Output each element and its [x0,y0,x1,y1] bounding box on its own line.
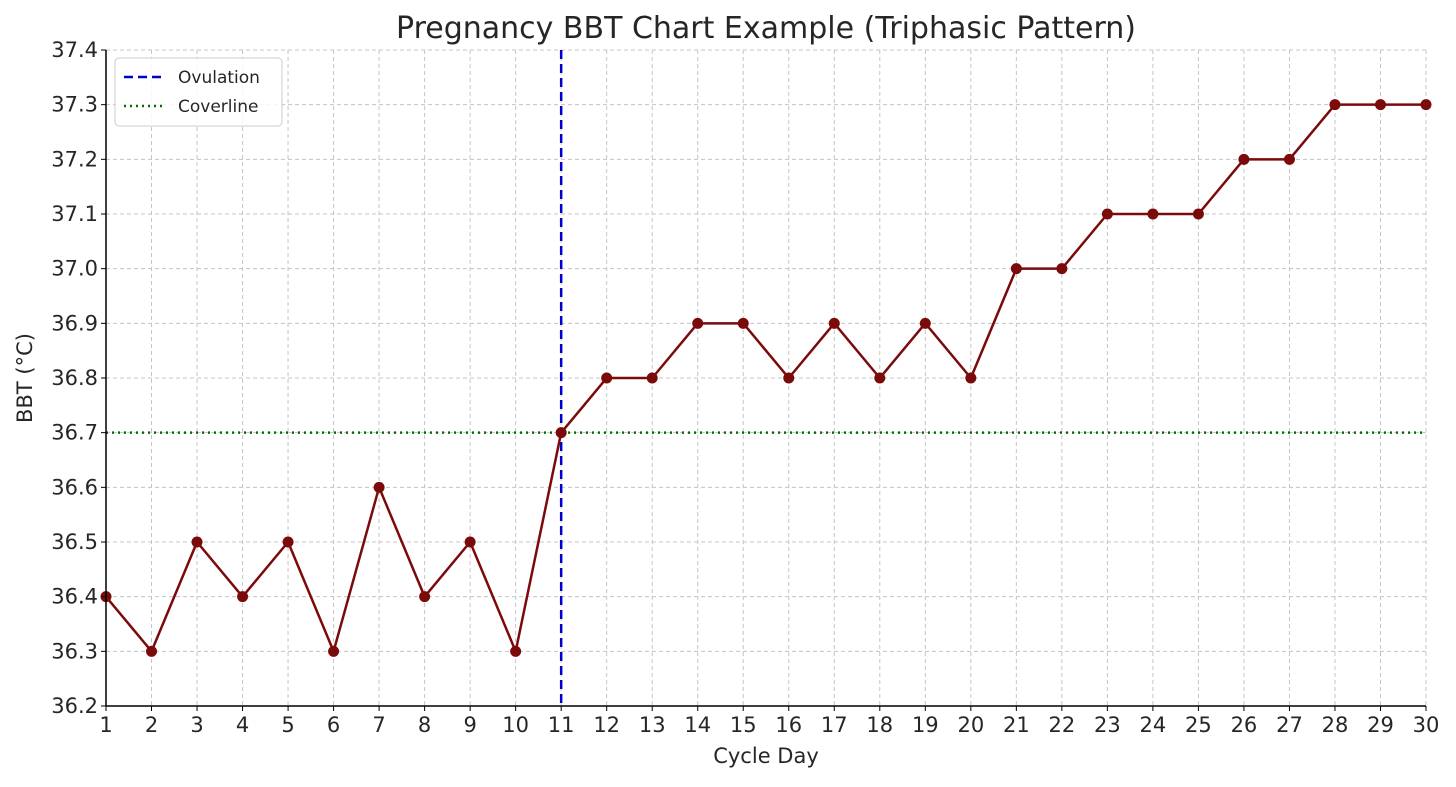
x-tick-label: 30 [1413,713,1440,737]
y-tick-label: 36.8 [51,366,98,390]
y-axis-title: BBT (°C) [13,333,37,423]
y-tick-label: 36.9 [51,311,98,335]
x-tick-label: 23 [1094,713,1121,737]
y-tick-label: 36.3 [51,639,98,663]
x-tick-label: 17 [821,713,848,737]
bbt-data-point [1101,208,1113,220]
x-tick-label: 20 [957,713,984,737]
bbt-data-point [555,427,567,439]
bbt-data-point [419,591,431,603]
tick-labels: 1 2 3 4 5 6 7 8 9 10 11 12 13 14 15 16 17 18 19 20 21 22 23 24 2… [51,38,1439,737]
x-tick-label: 12 [593,713,620,737]
bbt-data-point [1283,153,1295,165]
bbt-data-point [919,317,931,329]
bbt-data-point [1420,99,1432,111]
chart-title: Pregnancy BBT Chart Example (Triphasic P… [396,11,1136,46]
x-tick-label: 16 [775,713,802,737]
x-tick-label: 21 [1003,713,1030,737]
x-tick-label: 29 [1367,713,1394,737]
bbt-data-point [1192,208,1204,220]
axes [101,49,1427,711]
reference-lines [106,50,1426,706]
legend: Ovulation Coverline [114,57,283,127]
y-tick-label: 36.2 [51,694,98,718]
x-tick-label: 18 [866,713,893,737]
grid-layer [105,49,1427,707]
bbt-data-point [510,645,522,657]
y-tick-label: 37.0 [51,257,98,281]
bbt-data-point [1147,208,1159,220]
y-tick-label: 37.1 [51,202,98,226]
x-tick-label: 13 [639,713,666,737]
legend-box [114,57,283,127]
y-tick-label: 36.4 [51,585,98,609]
bbt-data-point [237,591,249,603]
x-tick-label: 25 [1185,713,1212,737]
bbt-data-point [1010,263,1022,275]
x-tick-label: 2 [145,713,158,737]
bbt-data-point [874,372,886,384]
bbt-data-point [1329,99,1341,111]
bbt-data-point [783,372,795,384]
bbt-data-point [1056,263,1068,275]
x-tick-label: 28 [1322,713,1349,737]
x-axis-title: Cycle Day [713,744,819,768]
x-tick-label: 26 [1231,713,1258,737]
x-tick-label: 6 [327,713,340,737]
bbt-data-point [692,317,704,329]
x-tick-label: 8 [418,713,431,737]
y-tick-label: 37.2 [51,147,98,171]
x-tick-label: 10 [502,713,529,737]
x-tick-label: 9 [463,713,476,737]
series-layer [100,99,1432,657]
x-tick-label: 3 [190,713,203,737]
x-tick-label: 11 [548,713,575,737]
x-tick-label: 14 [684,713,711,737]
y-tick-label: 37.4 [51,38,98,62]
legend-ovulation-label: Ovulation [178,68,260,88]
bbt-data-point [965,372,977,384]
legend-coverline-label: Coverline [178,97,258,117]
bbt-data-point [646,372,658,384]
x-tick-label: 7 [372,713,385,737]
x-tick-label: 5 [281,713,294,737]
bbt-data-point [1374,99,1386,111]
bbt-data-point [601,372,613,384]
x-tick-label: 27 [1276,713,1303,737]
x-tick-label: 24 [1140,713,1167,737]
bbt-data-point [191,536,203,548]
y-tick-label: 36.7 [51,421,98,445]
bbt-data-point [737,317,749,329]
bbt-data-point [1238,153,1250,165]
bbt-data-point [373,481,385,493]
bbt-data-point [464,536,476,548]
y-tick-label: 36.6 [51,475,98,499]
x-tick-label: 4 [236,713,249,737]
bbt-series-line [105,103,1426,653]
x-tick-label: 22 [1048,713,1075,737]
x-tick-label: 1 [99,713,112,737]
bbt-data-point [328,645,340,657]
bbt-data-point [146,645,158,657]
x-tick-label: 19 [912,713,939,737]
y-tick-label: 37.3 [51,93,98,117]
x-tick-label: 15 [730,713,757,737]
y-tick-label: 36.5 [51,530,98,554]
bbt-data-point [828,317,840,329]
bbt-data-point [282,536,294,548]
